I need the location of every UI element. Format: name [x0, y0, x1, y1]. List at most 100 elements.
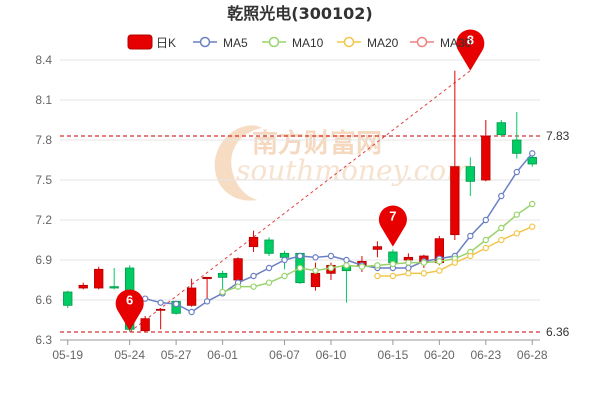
candle-body — [94, 268, 104, 289]
reference-label: 6.36 — [546, 325, 570, 339]
candles — [63, 70, 537, 332]
ma20-point — [389, 272, 397, 280]
reference-label: 7.83 — [546, 129, 570, 143]
candle-body — [233, 258, 243, 281]
ma20-point — [436, 267, 443, 274]
ma10-point — [482, 236, 490, 244]
candle-body — [372, 246, 383, 250]
legend-marker-ma10 — [268, 36, 280, 48]
ma20-point — [498, 236, 505, 244]
candle-body — [78, 284, 88, 289]
marker-label: 6 — [126, 293, 133, 308]
candle-body — [217, 272, 228, 278]
marker-label: 7 — [389, 209, 396, 224]
ma5-point — [250, 272, 257, 280]
legend: 日K MA5 MA10 MA20 MA30 — [127, 34, 472, 50]
ma20-point — [420, 270, 428, 277]
ma5-point — [482, 216, 490, 224]
candle-body — [264, 239, 274, 254]
ma10-point — [327, 264, 335, 272]
marker-pin: 8 — [456, 29, 485, 71]
ma10-point — [529, 200, 536, 208]
ma5-point — [529, 150, 536, 157]
ma20-point — [529, 223, 536, 230]
ma10-point — [250, 283, 257, 290]
legend-label-ma5: MA5 — [223, 36, 248, 50]
legend-label-dayk: 日K — [156, 36, 176, 50]
ma20-point — [374, 272, 381, 280]
ma5-point — [405, 264, 412, 272]
ma5-point — [498, 192, 505, 200]
candle-body — [279, 252, 290, 258]
ma10-point — [374, 262, 381, 269]
marker-pin: 7 — [378, 205, 407, 247]
ma20-point — [482, 244, 490, 252]
ma10-point — [420, 259, 428, 266]
y-tick-label: 7.5 — [35, 173, 52, 187]
candle-body — [248, 236, 259, 248]
x-tick-label: 06-23 — [470, 348, 501, 362]
ma5-point — [343, 256, 350, 264]
ma5-point — [172, 300, 180, 308]
y-tick-label: 8.4 — [35, 53, 52, 67]
x-axis: 05-19 05-24 05-27 06-01 06-07 06-10 06-15 06-20… — [52, 339, 548, 362]
candle-body — [310, 272, 321, 288]
ma5-point — [312, 254, 319, 261]
candle-body — [186, 287, 197, 306]
ma10-point — [234, 283, 242, 290]
legend-label-ma10: MA10 — [292, 36, 324, 50]
x-tick-label: 05-27 — [161, 348, 192, 362]
ma10-point — [343, 262, 350, 269]
x-tick-label: 06-07 — [269, 348, 300, 362]
legend-swatch-dayk — [127, 34, 153, 50]
reference-lines: 7.83 6.36 — [60, 129, 570, 339]
candle-body — [202, 276, 212, 280]
legend-item-ma30: MA30 — [410, 36, 472, 50]
chart-title: 乾照光电(300102) — [227, 4, 372, 23]
legend-item-ma10: MA10 — [262, 36, 324, 50]
ma10-point — [312, 267, 319, 274]
candle-body — [481, 135, 491, 181]
y-axis: 6.3 6.6 6.9 7.2 7.5 7.8 8.1 8.4 — [35, 53, 52, 347]
legend-item-ma5: MA5 — [193, 36, 248, 50]
marker-pin-shape — [378, 205, 407, 247]
candle-body — [465, 166, 475, 182]
candle-body — [512, 139, 522, 154]
ma5-point — [157, 299, 164, 306]
marker-pin-shape — [456, 29, 485, 71]
candle-body — [496, 122, 506, 136]
candle-body — [63, 291, 73, 306]
x-tick-label: 06-10 — [316, 348, 347, 362]
y-tick-label: 8.1 — [35, 93, 52, 107]
legend-item-ma20: MA20 — [337, 36, 399, 50]
x-tick-label: 06-20 — [424, 348, 455, 362]
ma10-point — [405, 259, 412, 266]
legend-marker-ma30 — [416, 36, 428, 48]
y-tick-label: 6.3 — [35, 333, 52, 347]
ma5-point — [203, 298, 211, 305]
candle-body — [140, 318, 150, 332]
marker-pin: 6 — [115, 289, 144, 331]
ma10-point — [296, 264, 304, 272]
legend-marker-ma20 — [343, 36, 355, 48]
y-tick-label: 7.2 — [35, 213, 52, 227]
ma5-point — [296, 252, 304, 260]
candle-body — [155, 308, 166, 311]
ma5-point — [327, 252, 335, 260]
y-tick-label: 6.9 — [35, 253, 52, 267]
ma10-point — [281, 272, 288, 280]
x-tick-label: 06-15 — [378, 348, 409, 362]
watermark-text-cn: 南方财富网 — [252, 128, 382, 159]
watermark-text-en: southmoney.com — [236, 154, 473, 187]
ma10-point — [513, 211, 520, 218]
x-tick-label: 06-28 — [517, 348, 548, 362]
x-tick-label: 05-19 — [52, 348, 83, 362]
ma10-point — [498, 224, 505, 232]
ma20-point — [451, 259, 459, 266]
candle-body — [450, 166, 460, 236]
legend-marker-ma5 — [199, 36, 211, 48]
markers: 6 7 8 — [115, 29, 485, 331]
ma10-point — [436, 258, 443, 265]
